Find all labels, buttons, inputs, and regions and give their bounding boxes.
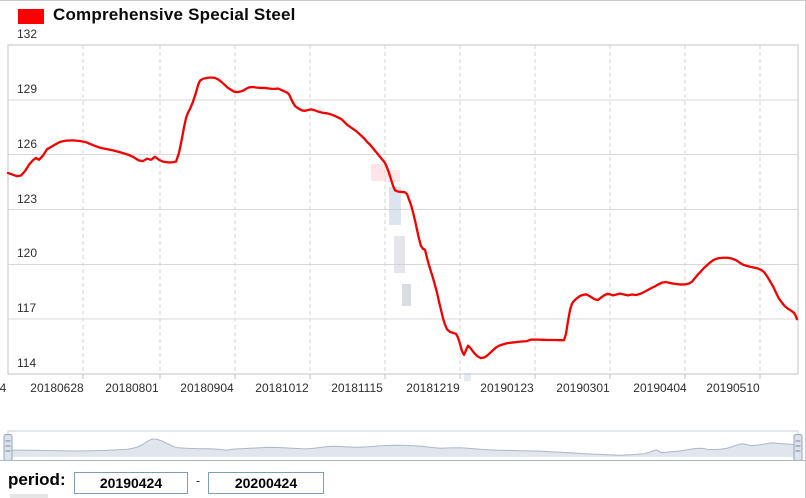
ghost-artifact <box>394 236 405 273</box>
chart-header: Comprehensive Special Steel <box>0 1 805 31</box>
ghost-artifact <box>389 187 401 225</box>
plot-border <box>7 44 799 375</box>
navigator-handle-right[interactable] <box>793 434 803 461</box>
x-axis-label: 20190301 <box>556 381 610 395</box>
ghost-artifact <box>402 284 411 306</box>
x-axis-label: 20180904 <box>180 381 234 395</box>
price-series-line <box>6 76 799 360</box>
x-axis-label: 20181115 <box>331 381 383 395</box>
y-axis-label: 132 <box>17 27 38 41</box>
period-bar: period: - <box>0 460 805 498</box>
y-axis-label: 114 <box>17 356 37 370</box>
ghost-artifact <box>464 373 471 381</box>
y-axis-label: 120 <box>17 246 38 261</box>
x-axis-label: 20181219 <box>406 381 460 395</box>
y-axis-label: 126 <box>17 136 38 151</box>
y-axis-label: 123 <box>17 191 38 206</box>
cropped-text-smudge <box>10 494 48 498</box>
x-axis-label: 20190510 <box>706 381 760 395</box>
x-axis-label: 20190404 <box>633 381 687 395</box>
legend-swatch-icon <box>18 9 44 24</box>
navigator-handle-left[interactable] <box>3 434 13 461</box>
y-axis-label: 129 <box>17 81 38 96</box>
x-axis-label: 4 <box>0 381 7 395</box>
period-separator: - <box>195 473 201 488</box>
x-axis-label: 20180628 <box>30 381 84 395</box>
navigator-outline <box>7 438 799 456</box>
period-end-input[interactable] <box>208 472 324 494</box>
price-chart-canvas[interactable] <box>0 1 806 463</box>
y-axis-label: 117 <box>17 301 37 316</box>
x-axis-label: 20180801 <box>105 381 159 395</box>
x-axis-label: 20181012 <box>255 381 309 395</box>
x-axis-label: 20190123 <box>480 381 534 395</box>
period-label: period: <box>8 470 66 489</box>
chart-title: Comprehensive Special Steel <box>53 5 296 24</box>
ghost-artifact <box>371 164 385 181</box>
navigator-area <box>8 439 798 456</box>
period-start-input[interactable] <box>74 472 188 494</box>
ghost-artifact <box>385 170 400 182</box>
